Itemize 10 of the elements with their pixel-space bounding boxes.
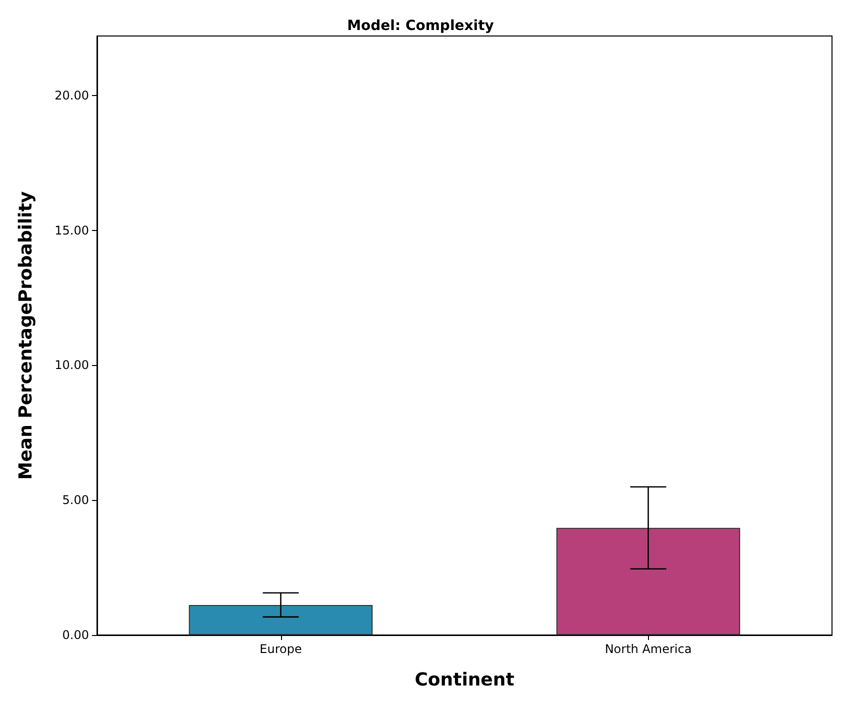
y-tick-label: 20.00 — [54, 88, 89, 102]
y-tick-label: 5.00 — [62, 493, 89, 508]
y-axis-title: Mean PercentageProbability — [16, 191, 36, 480]
x-axis-title: Continent — [414, 670, 515, 690]
y-tick-label: 10.00 — [54, 358, 89, 372]
y-tick-label: 15.00 — [54, 223, 89, 238]
x-tick-label: Europe — [260, 642, 302, 656]
chart-title: Model: Complexity — [347, 18, 494, 34]
x-tick-label: North America — [604, 642, 692, 656]
y-tick-label: 0.00 — [62, 628, 89, 642]
